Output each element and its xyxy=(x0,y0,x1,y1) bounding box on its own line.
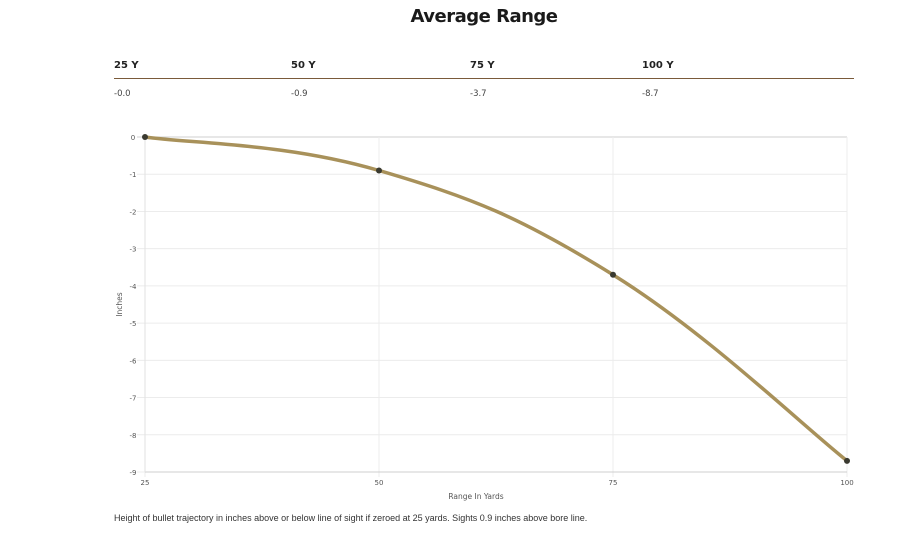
range-value-25: -0.0 xyxy=(114,89,131,99)
y-tick-label: -2 xyxy=(130,208,137,216)
y-tick-label: -1 xyxy=(130,171,137,179)
range-value-50: -0.9 xyxy=(291,89,308,99)
data-point xyxy=(610,271,616,278)
range-header-100: 100 Y xyxy=(642,60,674,71)
range-value-75: -3.7 xyxy=(470,89,487,99)
range-table: 25 Y 50 Y 75 Y 100 Y -0.0 -0.9 -3.7 -8.7 xyxy=(114,58,854,109)
trajectory-line xyxy=(143,135,849,463)
range-value-100: -8.7 xyxy=(642,89,659,99)
y-tick-label: -6 xyxy=(130,357,138,365)
range-table-values: -0.0 -0.9 -3.7 -8.7 xyxy=(114,89,854,109)
data-point xyxy=(844,457,850,464)
chart-footnote: Height of bullet trajectory in inches ab… xyxy=(114,513,588,523)
x-tick-label: 50 xyxy=(375,479,384,487)
x-tick-label: 100 xyxy=(840,479,853,487)
x-tick-label: 25 xyxy=(141,479,150,487)
y-tick-label: -3 xyxy=(130,246,137,254)
y-axis-label: Inches xyxy=(115,292,124,316)
x-axis-label: Range In Yards xyxy=(448,492,503,501)
data-point xyxy=(376,167,382,174)
data-point xyxy=(142,134,148,140)
y-tick-label: -5 xyxy=(130,320,137,328)
x-tick-label: 75 xyxy=(609,479,618,487)
y-tick-label: 0 xyxy=(131,134,135,142)
y-tick-label: -7 xyxy=(130,395,137,403)
range-table-header: 25 Y 50 Y 75 Y 100 Y xyxy=(114,58,854,79)
y-tick-label: -9 xyxy=(130,469,137,477)
range-header-75: 75 Y xyxy=(470,60,495,71)
page-title: Average Range xyxy=(410,6,558,27)
range-header-25: 25 Y xyxy=(114,60,139,71)
range-header-50: 50 Y xyxy=(291,60,316,71)
y-tick-label: -4 xyxy=(130,283,138,291)
y-tick-label: -8 xyxy=(130,432,137,440)
